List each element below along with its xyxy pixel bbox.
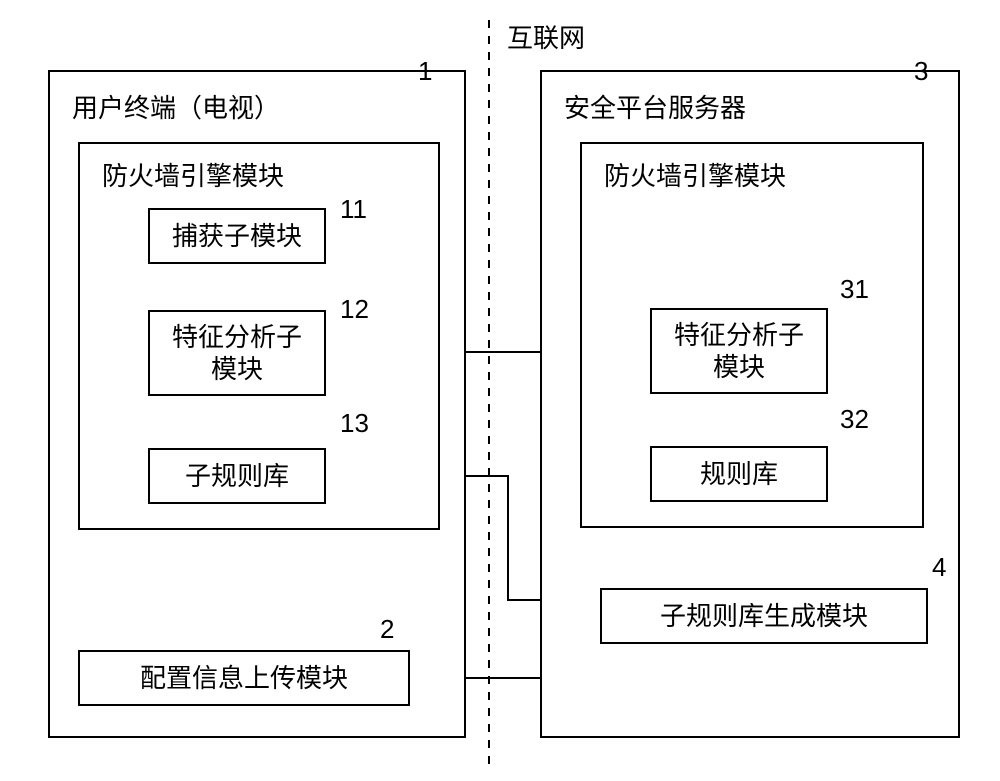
left-analysis: 特征分析子 模块 [148, 310, 326, 396]
left-rules-num: 13 [340, 408, 369, 439]
right-outer-num: 3 [914, 56, 928, 87]
right-analysis: 特征分析子 模块 [650, 308, 828, 394]
left-rules: 子规则库 [148, 448, 326, 504]
top-label: 互联网 [507, 18, 585, 55]
left-capture: 捕获子模块 [148, 208, 326, 264]
right-outer-title: 安全平台服务器 [564, 88, 746, 125]
left-upload: 配置信息上传模块 [78, 650, 410, 706]
right-analysis-label: 特征分析子 模块 [674, 319, 804, 384]
left-outer-num: 1 [418, 56, 432, 87]
right-rules-label: 规则库 [700, 458, 778, 491]
left-analysis-label: 特征分析子 模块 [172, 321, 302, 386]
left-rules-label: 子规则库 [185, 460, 289, 493]
left-upload-num: 2 [380, 614, 394, 645]
right-subgen-num: 4 [932, 552, 946, 583]
left-capture-num: 11 [340, 194, 367, 225]
left-analysis-num: 12 [340, 294, 369, 325]
right-subgen: 子规则库生成模块 [600, 588, 928, 644]
right-rules-num: 32 [840, 404, 869, 435]
right-subgen-label: 子规则库生成模块 [660, 600, 868, 633]
left-upload-label: 配置信息上传模块 [140, 662, 348, 695]
right-engine-title: 防火墙引擎模块 [604, 156, 786, 193]
left-engine-title: 防火墙引擎模块 [102, 156, 284, 193]
right-rules: 规则库 [650, 446, 828, 502]
left-outer-title: 用户终端（电视） [72, 88, 280, 125]
right-analysis-num: 31 [840, 274, 869, 305]
left-capture-label: 捕获子模块 [172, 220, 302, 253]
